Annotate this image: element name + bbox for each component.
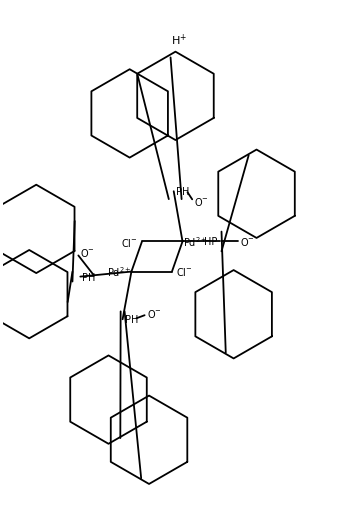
Text: Cl$^{-}$: Cl$^{-}$ — [121, 237, 138, 249]
Text: PH: PH — [82, 272, 96, 282]
Text: O$^{-}$: O$^{-}$ — [194, 196, 209, 208]
Text: O$^{-}$: O$^{-}$ — [80, 247, 95, 259]
Text: PH: PH — [125, 315, 138, 325]
Text: Cl$^{-}$: Cl$^{-}$ — [176, 265, 193, 277]
Text: Pd$^{2+}$: Pd$^{2+}$ — [183, 235, 207, 249]
Text: H$^{+}$: H$^{+}$ — [171, 33, 187, 48]
Text: PH: PH — [176, 187, 189, 197]
Text: O$^{-}$: O$^{-}$ — [240, 236, 255, 248]
Text: HP: HP — [204, 237, 218, 247]
Text: Pd$^{2+}$: Pd$^{2+}$ — [107, 265, 131, 279]
Text: O$^{-}$: O$^{-}$ — [146, 307, 161, 320]
